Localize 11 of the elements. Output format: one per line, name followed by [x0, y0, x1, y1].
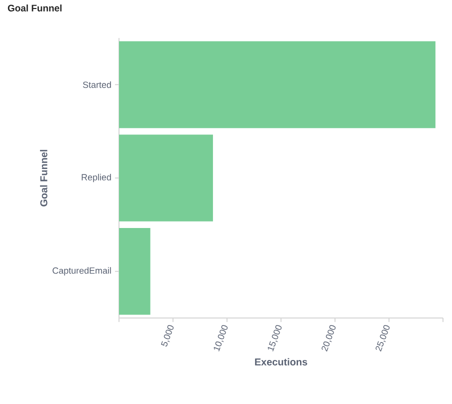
x-axis-title: Executions: [255, 358, 308, 366]
y-tick-label: Replied: [82, 174, 111, 182]
x-tick-label: 20,000: [322, 325, 336, 352]
y-tick-label: CapturedEmail: [52, 267, 111, 276]
x-tick-label: 5,000: [160, 325, 174, 346]
x-tick-label: 25,000: [376, 325, 390, 352]
y-tick-label: Started: [82, 81, 111, 88]
text: Goal Funnel: [8, 4, 62, 12]
x-tick-label: 15,000: [268, 325, 282, 352]
x-tick-label: 10,000: [214, 325, 228, 352]
y-axis-title: Goal Funnel: [40, 150, 48, 206]
